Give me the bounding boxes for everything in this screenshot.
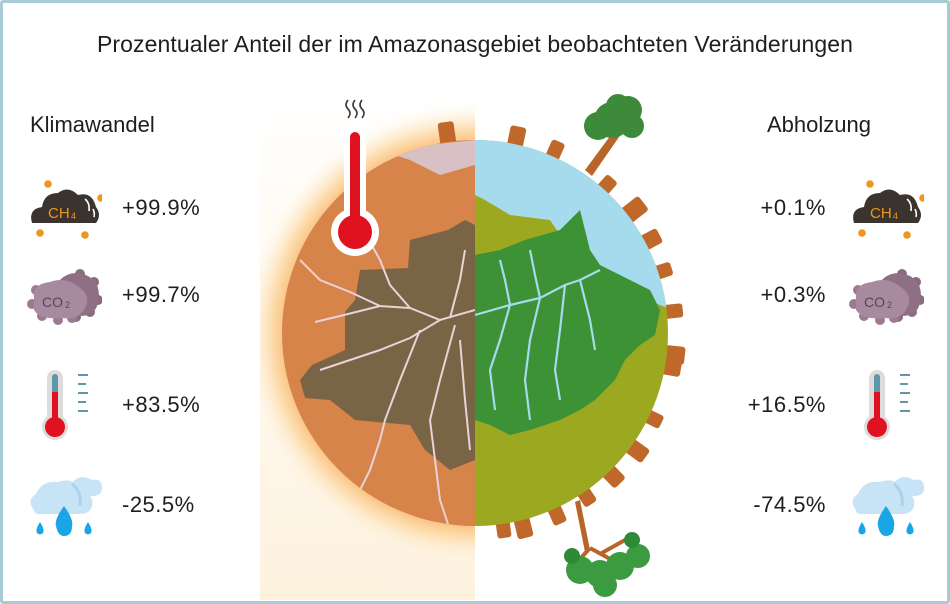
- rain-cloud-icon: [844, 470, 924, 540]
- left-co2-value: +99.7%: [122, 282, 201, 307]
- thermometer-icon: [22, 370, 102, 440]
- svg-text:CO: CO: [42, 294, 63, 310]
- deforestation-heading: Abholzung: [767, 112, 871, 137]
- left-precipitation-value: -25.5%: [122, 492, 195, 517]
- co2-cloud-icon: CO 2: [22, 260, 102, 330]
- left-row-temperature: +83.5%: [22, 370, 200, 440]
- climate-change-heading: Klimawandel: [30, 112, 155, 137]
- methane-cloud-icon: CH 4: [844, 173, 924, 243]
- methane-cloud-icon: CH 4: [22, 173, 102, 243]
- hot-thermometer-icon: [331, 99, 379, 256]
- left-row-co2: CO 2 +99.7%: [22, 260, 200, 330]
- left-row-methane: CH 4 +99.9%: [22, 173, 200, 243]
- split-globe-illustration: [260, 80, 700, 600]
- right-row-co2: +0.3% CO 2: [750, 260, 924, 330]
- svg-text:4: 4: [893, 211, 898, 221]
- svg-text:CH: CH: [870, 205, 892, 222]
- page-title: Prozentualer Anteil der im Amazonasgebie…: [96, 31, 854, 57]
- left-methane-value: +99.9%: [122, 195, 201, 220]
- svg-text:2: 2: [65, 300, 70, 310]
- co2-cloud-icon: CO 2: [844, 260, 924, 330]
- right-row-temperature: +16.5%: [738, 370, 924, 440]
- right-precipitation-value: -74.5%: [753, 492, 826, 517]
- right-co2-value: +0.3%: [760, 282, 826, 307]
- left-row-precipitation: -25.5%: [22, 470, 195, 540]
- right-row-methane: +0.1% CH 4: [750, 173, 924, 243]
- svg-text:CO: CO: [864, 294, 885, 310]
- rain-cloud-icon: [22, 470, 102, 540]
- thermometer-icon: [844, 370, 924, 440]
- ch4-label: CH: [48, 205, 70, 222]
- svg-text:4: 4: [71, 211, 76, 221]
- right-methane-value: +0.1%: [760, 195, 826, 220]
- right-row-precipitation: -74.5%: [738, 470, 924, 540]
- left-temperature-value: +83.5%: [122, 392, 201, 417]
- right-temperature-value: +16.5%: [747, 392, 826, 417]
- fallen-tree-icon: [564, 500, 650, 597]
- standing-tree-icon: [584, 94, 644, 176]
- svg-text:2: 2: [887, 300, 892, 310]
